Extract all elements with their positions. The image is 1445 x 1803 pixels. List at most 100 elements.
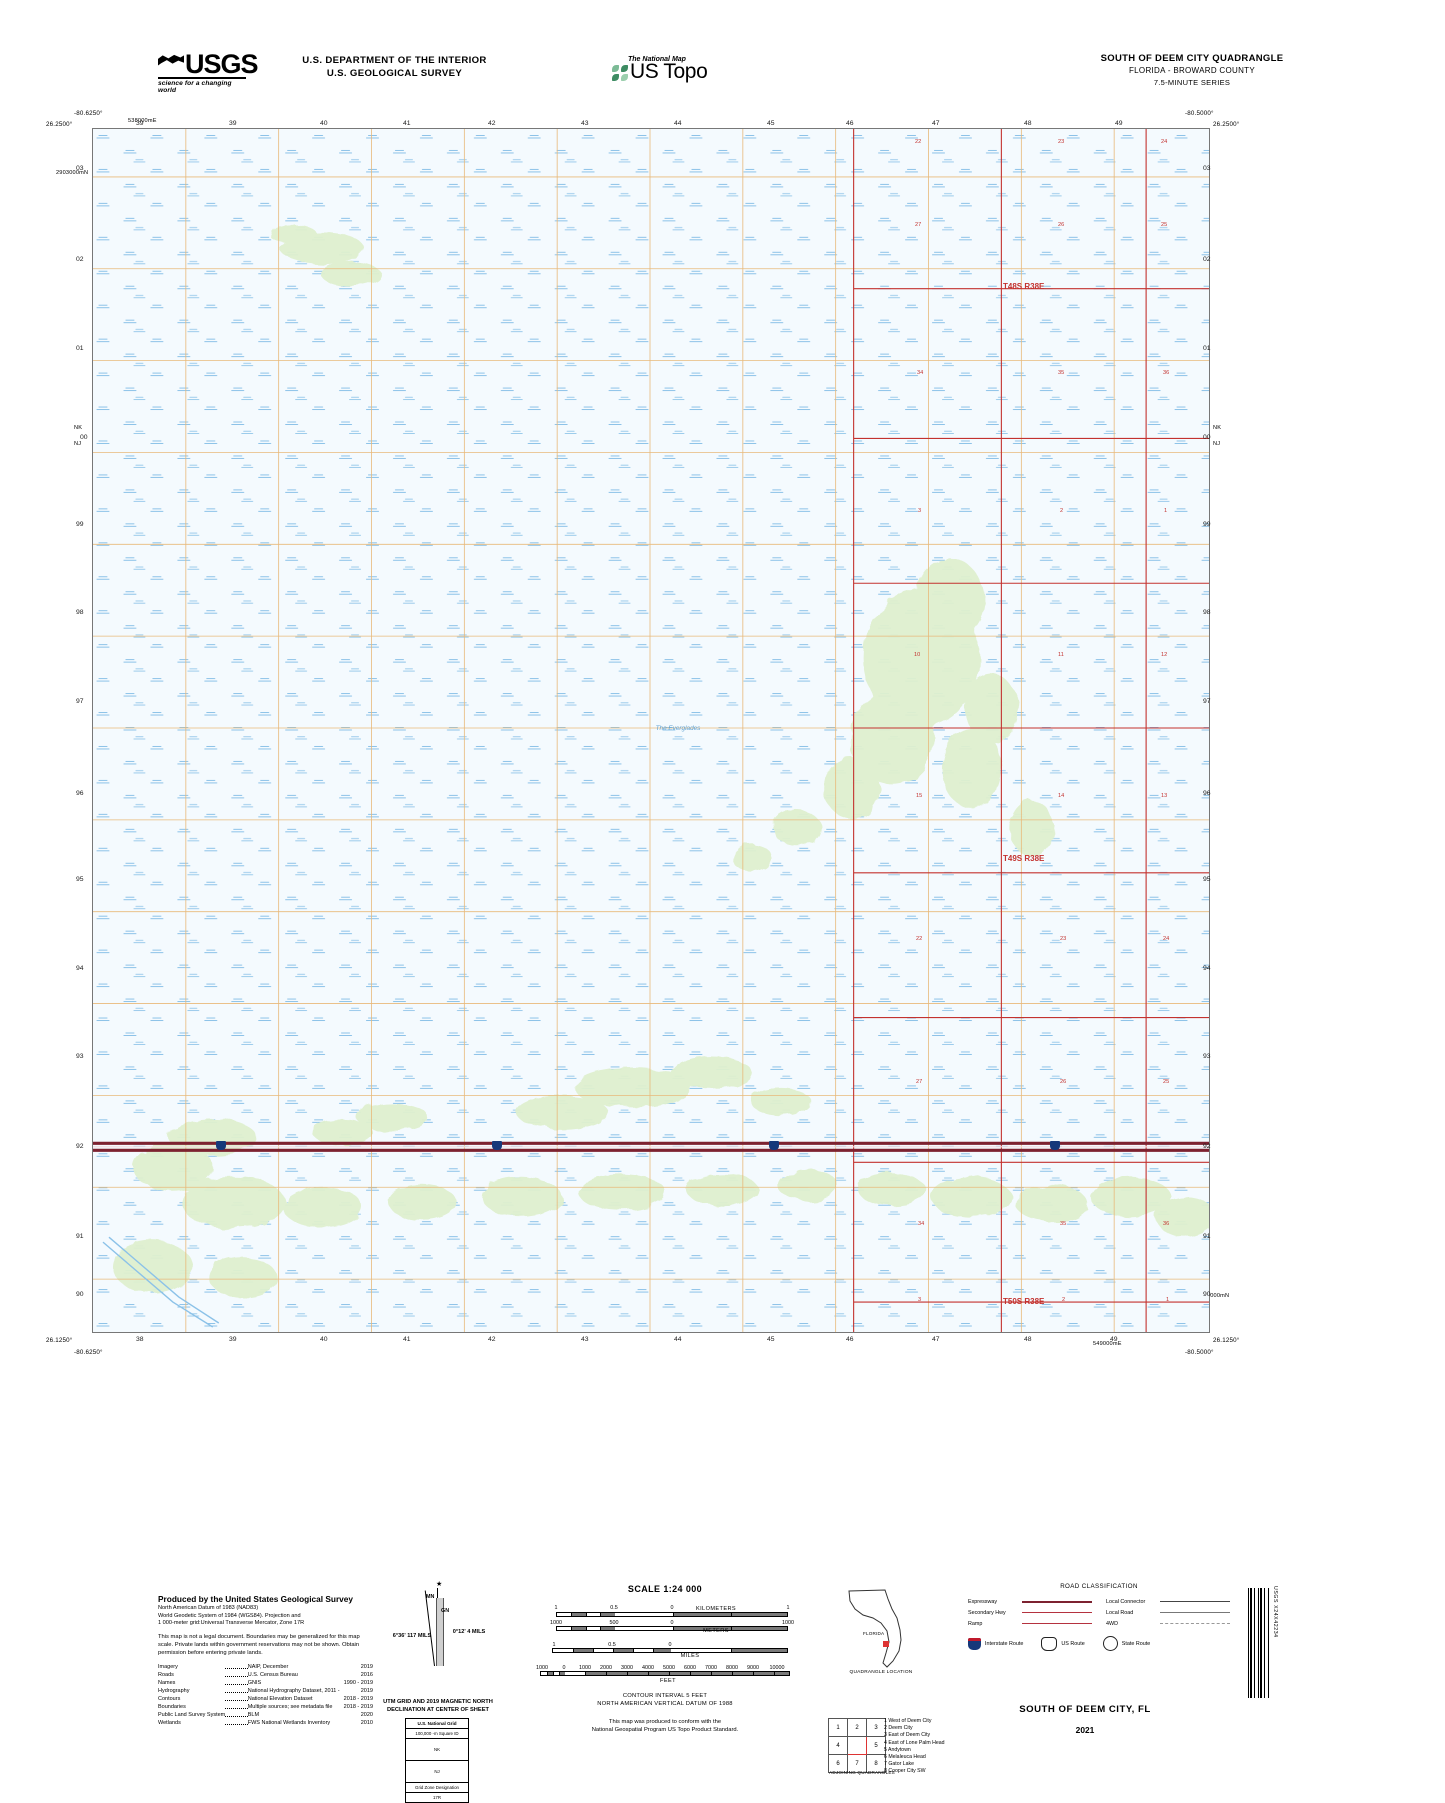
state-route-shield-icon <box>1102 1636 1118 1651</box>
section-number: 2 <box>1060 508 1064 514</box>
scale-tick-mi: 0.5 <box>608 1642 616 1648</box>
local-road-swatch <box>1160 1612 1230 1613</box>
interstate-shield-icon <box>968 1637 981 1650</box>
declination-caption-line-1: UTM GRID AND 2019 MAGNETIC NORTH <box>383 1699 493 1705</box>
gn-mils: 4 MILS <box>467 1629 486 1635</box>
source-label: Hydrography <box>158 1687 190 1694</box>
adj-cell: 3 <box>866 1718 886 1737</box>
section-number: 35 <box>1060 1221 1067 1227</box>
grid-label-bottom: 46 <box>846 1336 854 1343</box>
usgs-wordmark: USGS <box>185 49 259 79</box>
grid-label-bottom: 41 <box>403 1336 411 1343</box>
source-value: NAIP, December <box>247 1663 289 1670</box>
footer-year: 2021 <box>1075 1725 1095 1735</box>
corner-lon-ne: -80.5000° <box>1185 110 1214 117</box>
source-leader <box>225 1703 248 1711</box>
grid-label-left: 90 <box>76 1291 84 1298</box>
grid-label-right: 90 <box>1203 1291 1211 1298</box>
scale-tick-ft: 1000 <box>579 1665 591 1671</box>
adj-name: 4 East of Lone Palm Head <box>884 1739 945 1746</box>
interstate-shield-marker <box>492 1141 502 1150</box>
grid-label-right: 97 <box>1203 698 1211 705</box>
us-route-label: US Route <box>1061 1640 1085 1647</box>
road-class-row: Ramp <box>968 1618 1092 1629</box>
section-number: 23 <box>1058 139 1065 145</box>
department-title: U.S. DEPARTMENT OF THE INTERIOR U.S. GEO… <box>252 54 537 80</box>
adj-cell: 1 <box>828 1718 848 1737</box>
datum-line-1: North American Datum of 1983 (NAD83) <box>158 1605 259 1611</box>
section-number: 36 <box>1163 1221 1170 1227</box>
grid-label-right: 91 <box>1203 1233 1211 1240</box>
expressway-i75 <box>93 1141 1209 1152</box>
scale-tick-m: 0 <box>670 1620 674 1626</box>
section-number: 13 <box>1161 793 1168 799</box>
us-route-shield-icon <box>1041 1636 1058 1651</box>
adj-name: 5 Andytown <box>884 1746 911 1753</box>
source-value: BLM <box>247 1711 260 1718</box>
grid-label-left: 97 <box>76 698 84 705</box>
section-number: 1 <box>1166 1297 1170 1303</box>
scale-tick-ft: 0 <box>562 1665 566 1671</box>
easting-label-first: 538000mE <box>128 118 157 124</box>
doi-line-2: U.S. GEOLOGICAL SURVEY <box>326 68 463 79</box>
road-classification-title: ROAD CLASSIFICATION <box>1060 1583 1138 1590</box>
magnetic-north-label: MN <box>426 1594 435 1600</box>
usng-square-nk: NK <box>406 1739 468 1761</box>
grid-label-top: 48 <box>1024 120 1032 127</box>
grid-label-left: 93 <box>76 1053 84 1060</box>
grid-label-top: 39 <box>229 120 237 127</box>
grid-label-left: 00 <box>80 434 88 441</box>
grid-label-top: 39 <box>136 120 144 127</box>
township-label-t49s: T49S R38E <box>1003 854 1045 863</box>
conformance-note: This map was produced to conform with th… <box>510 1718 820 1735</box>
corner-lon-se: -80.5000° <box>1185 1349 1214 1356</box>
map-canvas[interactable] <box>93 129 1209 1332</box>
scale-tick-ft: 3000 <box>621 1665 633 1671</box>
source-value: GNIS <box>247 1679 262 1686</box>
local-connector-swatch <box>1160 1601 1230 1602</box>
section-number: 12 <box>1161 652 1168 658</box>
scale-title: SCALE 1:24 000 <box>627 1584 703 1594</box>
source-label: Names <box>158 1679 176 1686</box>
usgs-logo: USGS science for a changing world <box>158 51 259 94</box>
section-number: 3 <box>918 1297 922 1303</box>
road-classification-legend: ROAD CLASSIFICATION Expressway Secondary… <box>968 1583 1230 1651</box>
grid-label-bottom: 40 <box>320 1336 328 1343</box>
grid-label-bottom: 49 <box>1110 1336 1118 1343</box>
section-number: 10 <box>914 652 921 658</box>
scale-unit-m: METERS <box>703 1628 729 1634</box>
grid-label-top: 49 <box>1115 120 1123 127</box>
grid-north-label: GN <box>441 1608 450 1614</box>
road-class-label: Ramp <box>968 1620 983 1627</box>
grid-label-top: 41 <box>403 120 411 127</box>
grid-label-bottom: 42 <box>488 1336 496 1343</box>
source-label: Roads <box>158 1671 174 1678</box>
legal-disclaimer: This map is not a legal document. Bounda… <box>158 1633 360 1656</box>
quadrangle-series: 7.5-MINUTE SERIES <box>1153 78 1231 87</box>
contour-interval-line-2: NORTH AMERICAN VERTICAL DATUM OF 1988 <box>597 1701 733 1708</box>
adj-cell: 2 <box>847 1718 867 1737</box>
source-row: Boundaries Multiple sources; see metadat… <box>158 1703 373 1711</box>
state-locator-map: FLORIDA <box>845 1585 915 1675</box>
secondary-hwy-swatch <box>1022 1612 1092 1613</box>
utm-grid <box>93 129 1209 1332</box>
road-class-row: 4WD <box>1106 1618 1230 1629</box>
section-number: 11 <box>1058 652 1064 658</box>
easting-label-last: 549000mE <box>1093 1341 1122 1347</box>
section-number: 25 <box>1161 222 1168 228</box>
section-number: 35 <box>1058 370 1065 376</box>
grid-label-right: 01 <box>1203 345 1211 352</box>
section-number: 22 <box>916 936 923 942</box>
grid-label-bottom: 47 <box>932 1336 940 1343</box>
source-table: Imagery NAIP, December 2019 Roads U.S. C… <box>158 1663 373 1727</box>
grid-label-right: 94 <box>1203 965 1211 972</box>
scale-tick-km: 1 <box>786 1605 790 1611</box>
topographic-map[interactable] <box>92 128 1210 1333</box>
northing-label-last: 2890000mN <box>1197 1293 1230 1299</box>
northing-label-first: 2903000mN <box>56 170 89 176</box>
source-value: National Hydrography Dataset, 2011 - <box>247 1687 340 1694</box>
corner-lat-sw: 26.1250° <box>46 1337 73 1344</box>
scale-tick-km: 0.5 <box>610 1605 618 1611</box>
road-class-label: Expressway <box>968 1598 998 1605</box>
grid-label-right: 96 <box>1203 790 1211 797</box>
